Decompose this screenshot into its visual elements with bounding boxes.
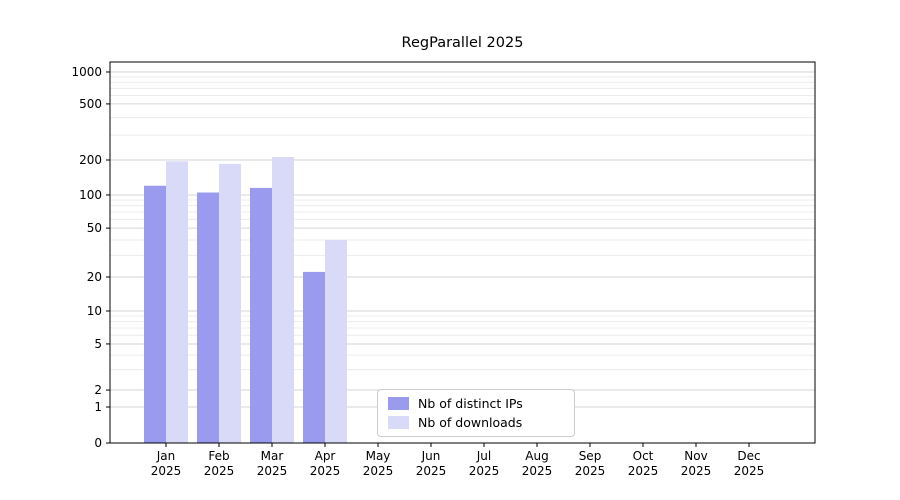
- y-tick-label: 50: [87, 221, 102, 235]
- x-tick-label-month: Dec: [737, 449, 760, 463]
- y-tick-label: 100: [79, 188, 102, 202]
- x-tick-label-month: Nov: [684, 449, 707, 463]
- chart-title: RegParallel 2025: [401, 35, 524, 51]
- x-tick-label-year: 2025: [310, 464, 341, 478]
- legend-swatch-distinct-ips: [388, 397, 409, 411]
- bar: [325, 240, 347, 443]
- bar: [219, 163, 241, 443]
- y-tick-label: 200: [79, 153, 102, 167]
- bar: [250, 187, 272, 443]
- x-tick-label-month: May: [366, 449, 391, 463]
- y-tick-label: 500: [79, 97, 102, 111]
- plot-border: [109, 61, 816, 444]
- bar: [303, 271, 325, 443]
- bars: [144, 157, 347, 444]
- x-tick-label-year: 2025: [681, 464, 712, 478]
- bar: [197, 192, 219, 443]
- x-tick-label-month: Aug: [525, 449, 548, 463]
- bar: [272, 157, 294, 444]
- x-tick-label-year: 2025: [257, 464, 288, 478]
- y-tick-label: 5: [94, 337, 102, 351]
- x-tick-label-month: Jan: [156, 449, 176, 463]
- x-tick-label-year: 2025: [628, 464, 659, 478]
- legend: Nb of distinct IPs Nb of downloads: [377, 389, 575, 437]
- y-axis: 0 1 2 5 10 20 50 100 200 500 1000: [71, 65, 110, 450]
- x-tick-label-month: Feb: [208, 449, 229, 463]
- x-tick-label-year: 2025: [575, 464, 606, 478]
- x-tick-label-year: 2025: [204, 464, 235, 478]
- legend-label-distinct-ips: Nb of distinct IPs: [418, 396, 523, 412]
- y-tick-label: 20: [87, 270, 102, 284]
- legend-label-downloads: Nb of downloads: [418, 414, 523, 430]
- x-tick-label-month: Apr: [315, 449, 336, 463]
- legend-swatch-downloads: [388, 415, 409, 429]
- x-tick-label-year: 2025: [469, 464, 500, 478]
- x-tick-label-month: Sep: [579, 449, 602, 463]
- x-tick-label-month: Jun: [421, 449, 441, 463]
- y-tick-label: 1000: [71, 65, 102, 79]
- x-tick-label-month: Mar: [261, 449, 284, 463]
- legend-item-distinct-ips: Nb of distinct IPs: [388, 396, 564, 411]
- x-tick-label-year: 2025: [734, 464, 765, 478]
- x-tick-label-year: 2025: [416, 464, 447, 478]
- x-tick-label-month: Jul: [476, 449, 491, 463]
- bar: [144, 185, 166, 443]
- y-tick-label: 1: [94, 400, 102, 414]
- x-axis: Jan2025Feb2025Mar2025Apr2025May2025Jun20…: [151, 443, 765, 478]
- x-tick-label-year: 2025: [522, 464, 553, 478]
- bar: [166, 161, 188, 443]
- y-tick-label: 2: [94, 383, 102, 397]
- x-tick-label-year: 2025: [363, 464, 394, 478]
- x-tick-label-month: Oct: [633, 449, 654, 463]
- y-tick-label: 0: [94, 436, 102, 450]
- y-tick-label: 10: [87, 304, 102, 318]
- x-tick-label-year: 2025: [151, 464, 182, 478]
- legend-item-downloads: Nb of downloads: [388, 415, 564, 430]
